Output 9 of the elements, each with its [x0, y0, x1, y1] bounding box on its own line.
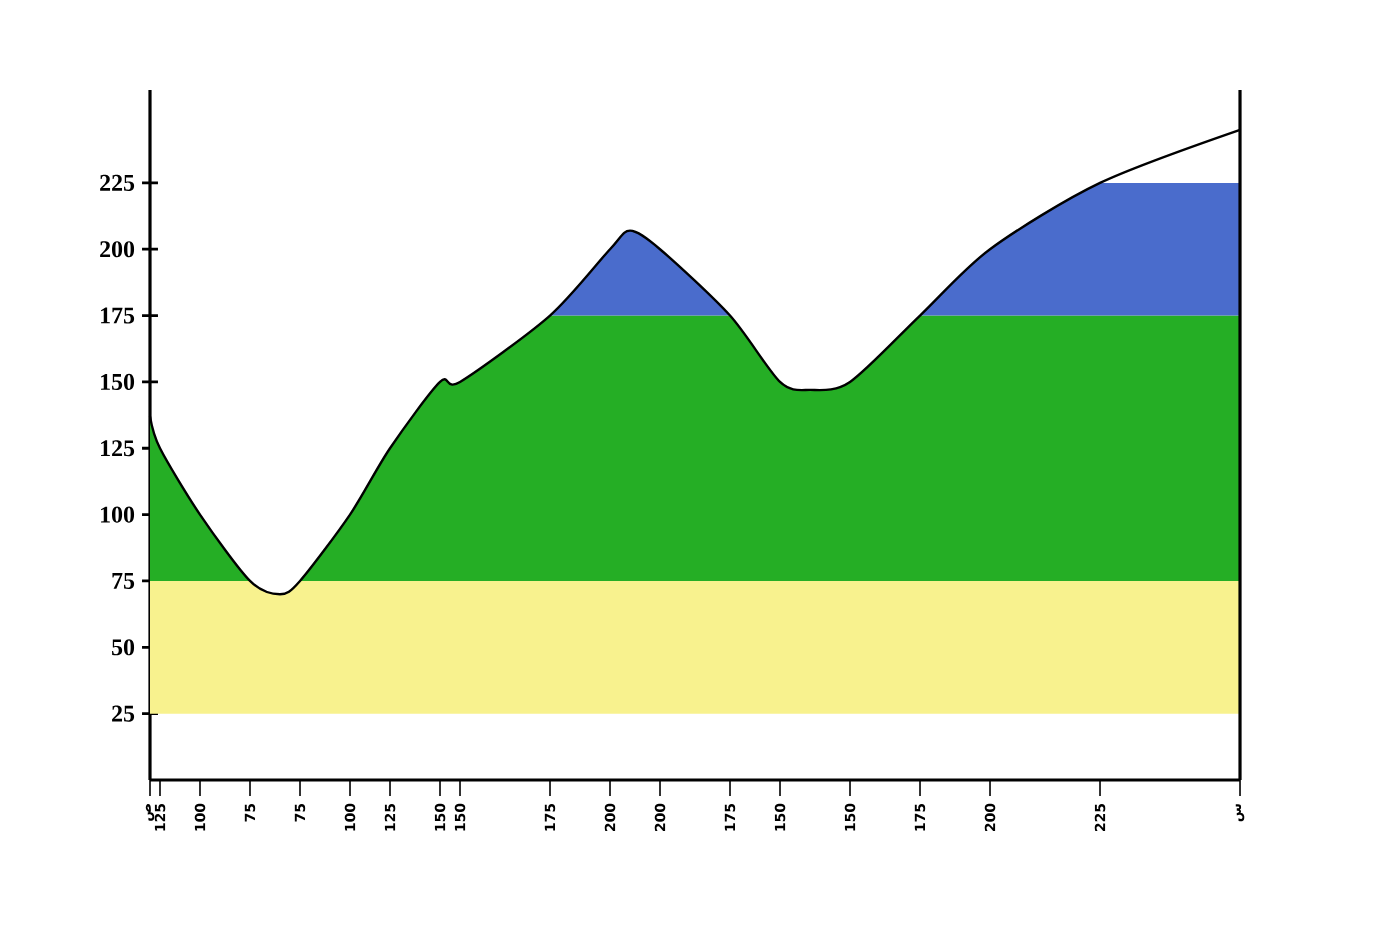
y-tick-label: 125: [101, 440, 135, 457]
y-tick-label: 50: [112, 639, 135, 656]
y-tick-label: 25: [112, 705, 135, 722]
y-tick-label: 175: [101, 307, 135, 324]
y-tick-label: 150: [101, 373, 135, 390]
y-tick-label: 225: [100, 174, 135, 191]
y-tick-label: 75: [112, 573, 135, 589]
y-tick-label: 100: [101, 506, 135, 523]
y-tick-label: 200: [100, 241, 135, 258]
